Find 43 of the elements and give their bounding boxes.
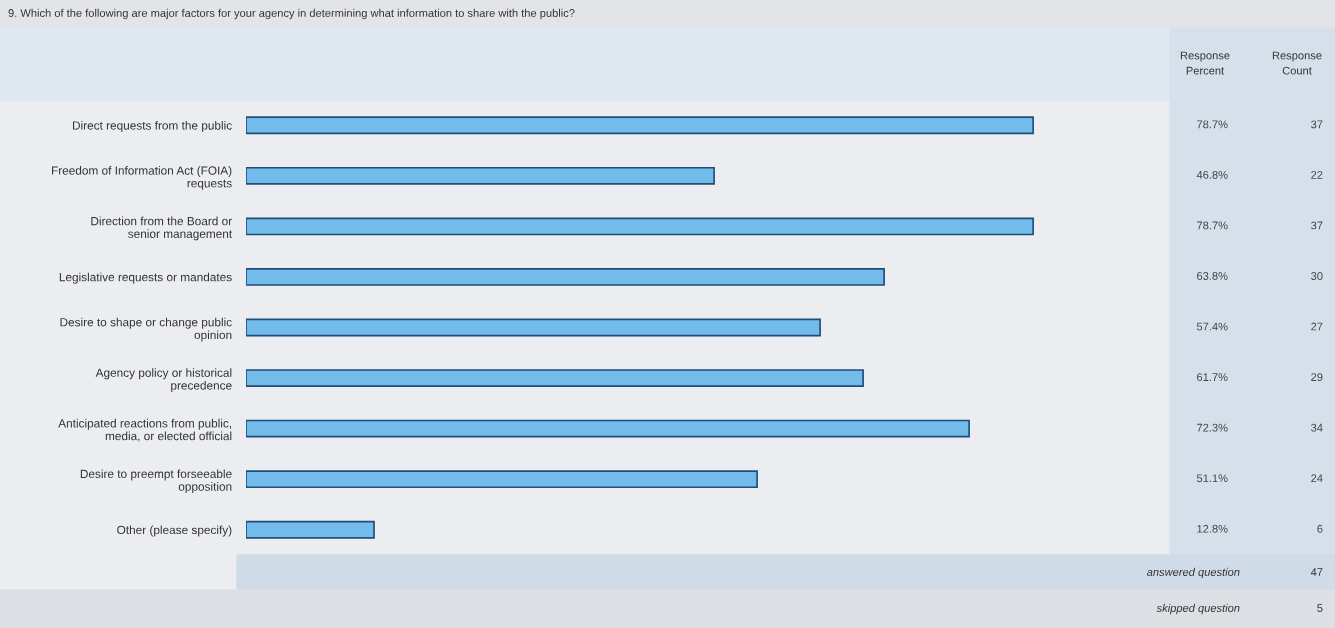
text: 47 <box>1310 568 1323 576</box>
text: Response Count <box>1272 51 1322 75</box>
y-tick-label: Direct requests from the public <box>72 121 232 133</box>
data-label: 61.7% <box>1197 373 1228 382</box>
data-label: 72.3% <box>1197 423 1228 432</box>
y-tick-label: Desire to preempt forseeable opposition <box>80 469 232 494</box>
data-label: 51.1% <box>1196 474 1228 483</box>
bar <box>246 268 885 286</box>
y-tick-label: Anticipated reactions from public, media, or elected official <box>58 418 232 442</box>
bar <box>246 318 821 337</box>
text: 6 <box>1317 524 1323 533</box>
bar <box>246 166 715 185</box>
bar <box>246 217 1034 236</box>
y-tick-label: Direction from the Board or senior management <box>91 216 233 241</box>
text: Response Percent <box>1180 51 1230 75</box>
data-label: 12.8% <box>1197 524 1228 533</box>
text: 27 <box>1311 322 1323 331</box>
y-tick-label: Desire to shape or change public opinion <box>60 317 232 342</box>
text: 37 <box>1311 120 1323 129</box>
y-tick-label: Other (please specify) <box>117 525 232 537</box>
data-label: 57.4% <box>1196 322 1228 331</box>
data-label: 63.8% <box>1197 272 1228 280</box>
bar <box>246 520 375 539</box>
text: 30 <box>1311 272 1323 280</box>
bar <box>246 419 970 438</box>
bar <box>246 369 864 387</box>
y-tick-label: Freedom of Information Act (FOIA) requests <box>52 166 232 190</box>
text: answered question <box>1146 567 1240 579</box>
text: 5 <box>1317 604 1323 612</box>
bar <box>246 470 758 489</box>
text: 22 <box>1311 170 1323 179</box>
y-tick-label: Legislative requests or mandates <box>59 272 232 284</box>
text: 29 <box>1311 373 1323 382</box>
chart-title: 9. Which of the following are major factors for your agency in determining what information to share with the public? <box>8 8 575 20</box>
bar <box>246 116 1034 135</box>
y-tick-label: Agency policy or historical precedence <box>95 368 232 392</box>
data-label: 46.8% <box>1196 170 1228 179</box>
data-label: 78.7% <box>1197 120 1228 129</box>
text: 24 <box>1311 474 1323 483</box>
text: 37 <box>1311 221 1323 230</box>
data-label: 78.7% <box>1197 221 1228 230</box>
text: skipped question <box>1156 603 1240 615</box>
text: 34 <box>1311 423 1323 432</box>
